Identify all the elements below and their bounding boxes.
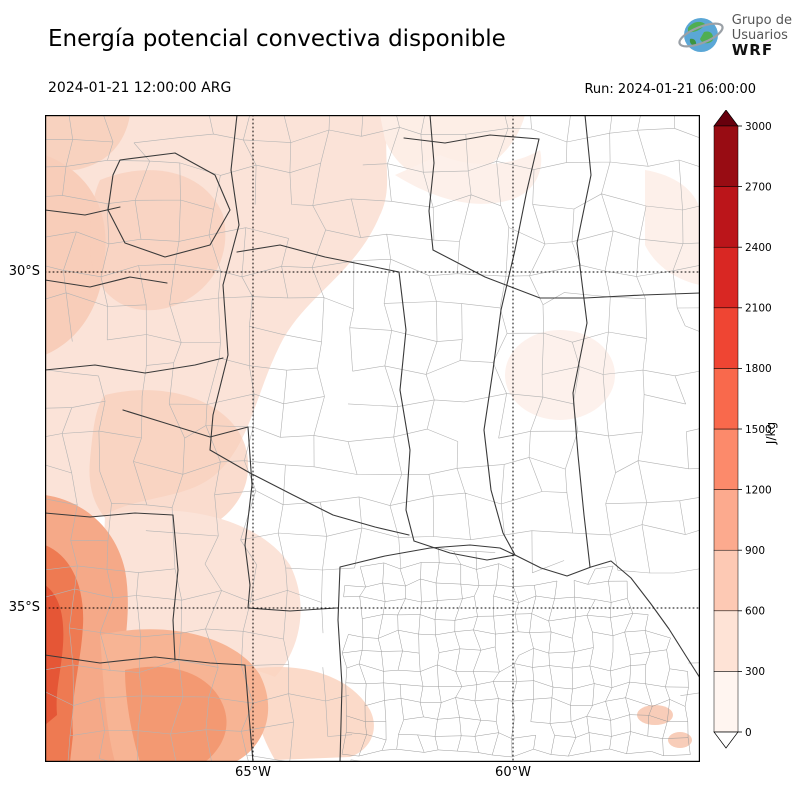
svg-text:0: 0 [745, 727, 752, 739]
logo-line1: Grupo de [731, 12, 792, 28]
cape-map [45, 115, 700, 762]
run-time-label: Run: 2024-01-21 06:00:00 [584, 82, 756, 97]
x-axis-label-65w: 65°W [235, 765, 271, 780]
svg-text:3000: 3000 [745, 121, 772, 133]
y-axis-label-30s: 30°S [8, 264, 40, 279]
valid-time-label: 2024-01-21 12:00:00 ARG [48, 80, 232, 96]
map-frame [45, 115, 700, 762]
svg-text:2700: 2700 [745, 181, 772, 193]
svg-text:300: 300 [745, 666, 765, 678]
x-axis-label-60w: 60°W [495, 765, 531, 780]
wrf-logo: Grupo de Usuarios WRF [676, 10, 792, 60]
svg-text:600: 600 [745, 606, 765, 618]
page-title: Energía potencial convectiva disponible [48, 26, 506, 52]
department-boundaries [45, 115, 700, 762]
lat-lon-gridlines [45, 115, 700, 762]
logo-line3: WRF [731, 40, 774, 59]
svg-text:900: 900 [745, 545, 765, 557]
colorbar-canvas: 0 300 600 900 1200 1500 1800 2100 2400 2700 3000 [713, 109, 772, 749]
colorbar-unit-label: J/kg [764, 421, 779, 445]
cape-shading [45, 115, 700, 762]
logo-text: Grupo de Usuarios WRF [732, 13, 792, 58]
svg-text:1500: 1500 [745, 424, 772, 436]
svg-text:2400: 2400 [745, 242, 772, 254]
globe-icon [678, 18, 724, 52]
svg-text:1200: 1200 [745, 484, 772, 496]
cape-map-canvas [45, 115, 700, 762]
svg-text:2100: 2100 [745, 303, 772, 315]
logo-line2: Usuarios [731, 27, 788, 43]
y-axis-label-35s: 35°S [8, 600, 40, 615]
colorbar: 0 300 600 900 1200 1500 1800 2100 2400 2700 3000 [712, 109, 782, 754]
svg-text:1800: 1800 [745, 363, 772, 375]
